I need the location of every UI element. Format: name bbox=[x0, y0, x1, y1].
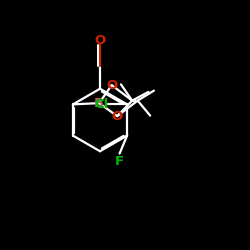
Text: O: O bbox=[112, 110, 123, 122]
Text: F: F bbox=[115, 154, 124, 168]
Text: B: B bbox=[94, 96, 104, 110]
Text: Cl: Cl bbox=[94, 98, 108, 111]
Text: O: O bbox=[106, 78, 117, 92]
Text: O: O bbox=[94, 34, 106, 46]
